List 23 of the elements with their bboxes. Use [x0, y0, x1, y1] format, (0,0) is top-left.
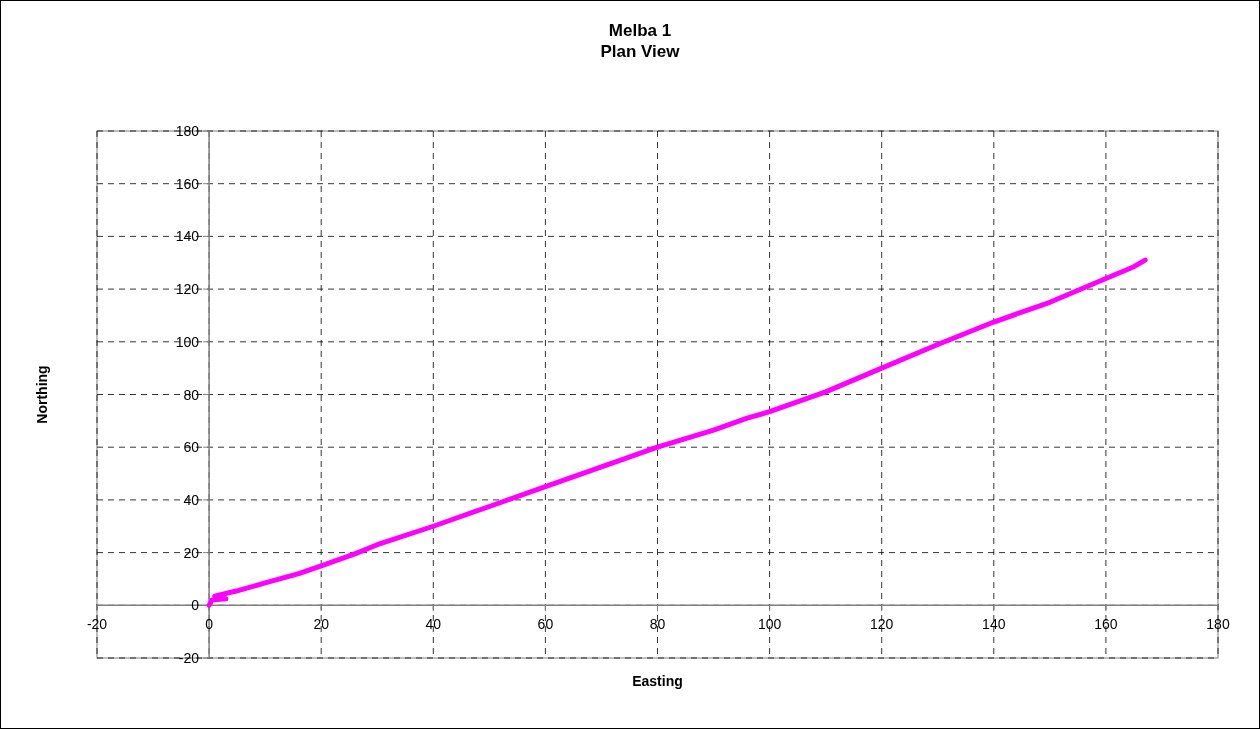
- x-tick-label: 120: [870, 616, 894, 633]
- x-tick-label: 160: [1094, 616, 1118, 633]
- x-tick-label: 80: [649, 616, 666, 633]
- y-tick-label: 160: [175, 175, 200, 192]
- y-tick-label: 120: [175, 281, 200, 298]
- chart-title: Melba 1 Plan View: [600, 21, 681, 61]
- x-tick-label: 40: [425, 616, 442, 633]
- y-tick-label: -20: [178, 650, 200, 666]
- x-tick-label: 20: [313, 616, 330, 633]
- x-tick-label: 140: [982, 616, 1006, 633]
- y-tick-label: 100: [175, 333, 200, 350]
- x-tick-label: 60: [537, 616, 554, 633]
- x-axis-title: Easting: [632, 673, 683, 689]
- x-tick-label: 0: [205, 616, 214, 633]
- x-tick-label: -20: [86, 616, 108, 633]
- y-tick-label: 180: [175, 123, 200, 139]
- x-tick-label: 180: [1206, 616, 1230, 633]
- y-tick-label: 0: [191, 597, 200, 614]
- y-axis-title: Northing: [34, 365, 50, 424]
- x-tick-label: 100: [757, 616, 782, 633]
- y-tick-label: 40: [183, 491, 200, 508]
- y-tick-label: 140: [175, 228, 200, 245]
- y-tick-label: 60: [183, 439, 200, 456]
